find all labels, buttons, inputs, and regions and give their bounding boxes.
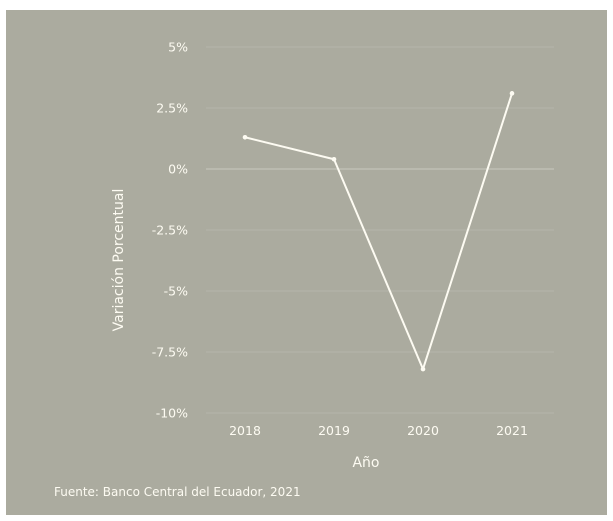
data-point [242,134,248,140]
data-point [420,366,426,372]
line-chart: 5%2.5%0%-2.5%-5%-7.5%-10% 2018 2019 2020 20… [54,40,554,499]
y-tick-label: 0% [168,162,188,177]
y-axis-title: Variación Porcentual [111,189,127,332]
x-tick-label: 2018 [229,423,261,438]
y-tick-label: 2.5% [156,101,188,116]
y-axis-ticks: 5% 2.5% 0% -2.5% -5% -7.5% -10% [152,40,188,421]
source-note: Fuente: Banco Central del Ecuador, 2021 [54,485,301,499]
y-tick-label: 5% [168,40,188,55]
x-axis-title: Año [352,455,379,471]
y-tick-label: -10% [156,406,188,421]
y-tick-label: -7.5% [152,345,188,360]
x-tick-label: 2019 [318,423,350,438]
chart-panel: 5% 2.5% 0% -2.5% -5% -7.5% -10% 2018 2019 2020 20… [6,10,607,515]
x-tick-label: 2020 [407,423,439,438]
y-tick-label: -2.5% [152,223,188,238]
x-axis-ticks: 2018 2019 2020 2021 [229,423,528,438]
data-points [242,91,515,372]
data-point [509,91,515,96]
y-tick-label: -5% [164,284,188,299]
x-tick-label: 2021 [496,423,528,438]
series-line [244,93,513,371]
data-point [331,156,337,162]
gridlines [206,46,554,414]
